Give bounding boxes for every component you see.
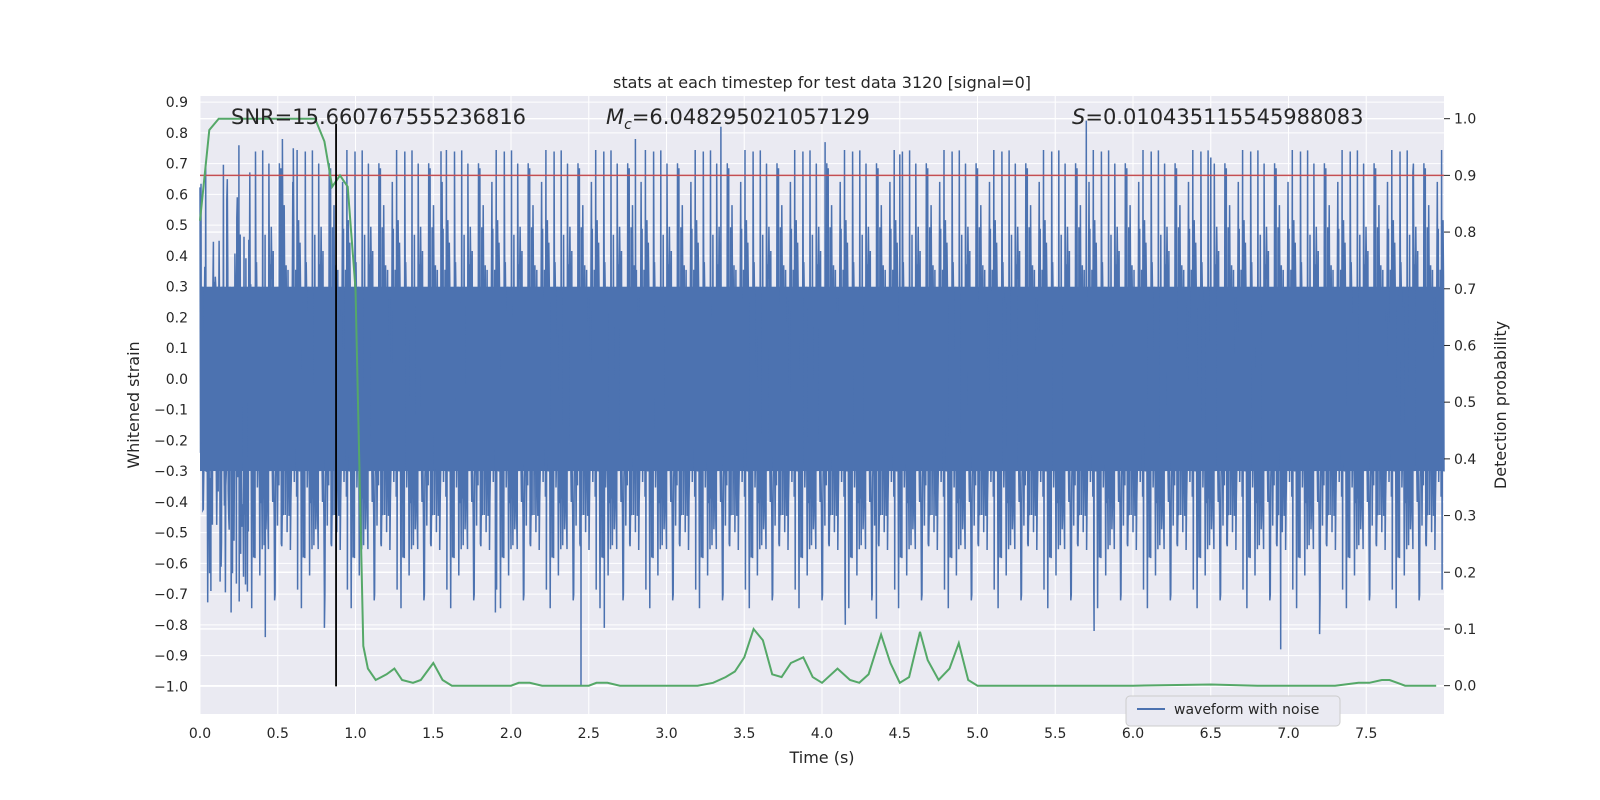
x-tick-label: 1.0 <box>344 726 366 742</box>
x-tick-label: 5.0 <box>966 726 988 742</box>
x-tick-label: 2.5 <box>578 726 600 742</box>
y-tick-label: 0.3 <box>166 280 188 296</box>
mc-subscript: c <box>624 117 632 133</box>
y-tick-label: −0.6 <box>154 556 188 572</box>
x-tick-label: 0.5 <box>267 726 289 742</box>
y-right-tick-label: 0.1 <box>1454 622 1476 638</box>
mc-symbol: M <box>606 105 624 129</box>
s-symbol: S <box>1072 105 1085 129</box>
y-right-axis-label: Detection probability <box>1491 321 1510 489</box>
mc-value: =6.048295021057129 <box>632 105 870 129</box>
y-right-tick-label: 0.2 <box>1454 565 1476 581</box>
mc-annotation: Mc=6.048295021057129 <box>606 105 870 133</box>
x-tick-label: 6.0 <box>1122 726 1144 742</box>
y-tick-label: −0.5 <box>154 526 188 542</box>
y-right-tick-label: 0.7 <box>1454 282 1476 298</box>
x-tick-label: 3.0 <box>655 726 677 742</box>
y-tick-labels: 0.9 0.8 0.7 0.6 0.5 0.4 0.3 0.2 0.1 0.0 −0.1 −0.2 −0… <box>154 95 188 695</box>
noise-waveform <box>199 120 1445 687</box>
legend-label: waveform with noise <box>1174 702 1319 718</box>
x-tick-label: 4.5 <box>889 726 911 742</box>
x-tick-labels: 0.0 0.5 1.0 1.5 2.0 2.5 3.0 3.5 4.0 4.5 5.0 5.5 6.0 6… <box>189 726 1378 742</box>
y-right-tick-label: 0.5 <box>1454 395 1476 411</box>
chart-title: stats at each timestep for test data 312… <box>613 73 1031 92</box>
y-tick-label: −0.4 <box>154 495 188 511</box>
y-right-tick-label: 0.3 <box>1454 509 1476 525</box>
y-tick-label: −1.0 <box>154 679 188 695</box>
y-tick-label: −0.9 <box>154 649 188 665</box>
y-tick-label: 0.7 <box>166 157 188 173</box>
x-tick-label: 2.0 <box>500 726 522 742</box>
y-right-tick-label: 0.6 <box>1454 338 1476 354</box>
legend: waveform with noise <box>1125 695 1341 727</box>
y-tick-label: 0.1 <box>166 341 188 357</box>
y-tick-label: 0.8 <box>166 126 188 142</box>
y-right-tick-label: 0.9 <box>1454 168 1476 184</box>
x-tick-label: 1.5 <box>422 726 444 742</box>
s-annotation: S=0.010435115545988083 <box>1072 105 1363 129</box>
y-right-tick-labels: 1.0 0.9 0.8 0.7 0.6 0.5 0.4 0.3 0.2 0.1 0.0 <box>1444 112 1476 695</box>
snr-annotation: SNR=15.660767555236816 <box>231 105 526 129</box>
y-tick-label: 0.6 <box>166 187 188 203</box>
y-tick-label: 0.9 <box>166 95 188 111</box>
x-tick-label: 7.5 <box>1355 726 1377 742</box>
x-tick-label: 3.5 <box>733 726 755 742</box>
y-tick-label: 0.2 <box>166 310 188 326</box>
probability-line <box>199 117 1437 687</box>
y-tick-label: 0.0 <box>166 372 188 388</box>
y-tick-label: 0.5 <box>166 218 188 234</box>
x-tick-label: 6.5 <box>1200 726 1222 742</box>
y-tick-label: −0.1 <box>154 403 188 419</box>
noise-series <box>199 120 1445 687</box>
legend-box <box>1125 695 1341 727</box>
s-value: =0.010435115545988083 <box>1085 105 1363 129</box>
y-tick-label: −0.3 <box>154 464 188 480</box>
y-right-tick-label: 0.8 <box>1454 225 1476 241</box>
y-tick-label: −0.8 <box>154 618 188 634</box>
x-tick-label: 5.5 <box>1044 726 1066 742</box>
y-right-tick-label: 1.0 <box>1454 112 1476 128</box>
y-tick-label: −0.7 <box>154 587 188 603</box>
y-tick-label: 0.4 <box>166 249 188 265</box>
y-right-tick-label: 0.4 <box>1454 452 1476 468</box>
x-axis-label: Time (s) <box>788 748 854 767</box>
x-tick-label: 7.0 <box>1277 726 1299 742</box>
x-tick-label: 4.0 <box>811 726 833 742</box>
y-right-tick-label: 0.0 <box>1454 679 1476 695</box>
x-tick-label: 0.0 <box>189 726 211 742</box>
y-axis-label: Whitened strain <box>124 341 143 468</box>
y-tick-label: −0.2 <box>154 433 188 449</box>
